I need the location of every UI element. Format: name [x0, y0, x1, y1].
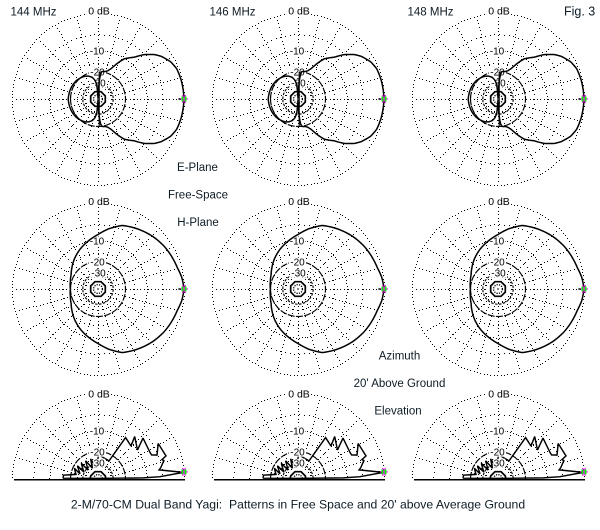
- svg-text:-20: -20: [490, 448, 505, 459]
- svg-text:-20: -20: [290, 68, 305, 79]
- svg-text:-30: -30: [491, 269, 506, 280]
- svg-text:-10: -10: [290, 47, 305, 58]
- svg-text:-30: -30: [91, 269, 106, 280]
- svg-text:-10: -10: [290, 237, 305, 248]
- svg-text:30: 30: [294, 459, 306, 470]
- svg-text:0 dB: 0 dB: [288, 389, 310, 401]
- svg-text:-20: -20: [90, 448, 105, 459]
- svg-text:0 dB: 0 dB: [488, 389, 510, 401]
- svg-text:0 dB: 0 dB: [88, 6, 110, 18]
- svg-text:0 dB: 0 dB: [288, 6, 310, 18]
- svg-text:-10: -10: [490, 237, 505, 248]
- svg-text:0 dB: 0 dB: [288, 196, 310, 208]
- svg-text:-20: -20: [90, 68, 105, 79]
- svg-text:30: 30: [494, 459, 506, 470]
- svg-text:-20: -20: [490, 258, 505, 269]
- svg-text:0 dB: 0 dB: [88, 196, 110, 208]
- svg-text:0 dB: 0 dB: [88, 389, 110, 401]
- svg-text:146 MHz: 146 MHz: [210, 7, 256, 19]
- svg-text:-10: -10: [90, 427, 105, 438]
- svg-text:-10: -10: [90, 47, 105, 58]
- svg-text:30: 30: [94, 459, 106, 470]
- svg-text:Fig. 3: Fig. 3: [564, 5, 595, 19]
- svg-text:0 dB: 0 dB: [488, 6, 510, 18]
- svg-text:-20: -20: [490, 68, 505, 79]
- svg-text:Azimuth: Azimuth: [379, 351, 421, 363]
- svg-text:20' Above Ground: 20' Above Ground: [354, 378, 446, 390]
- svg-text:2-M/70-CM Dual Band Yagi: Pat: 2-M/70-CM Dual Band Yagi: Patterns in Fr…: [71, 498, 525, 512]
- svg-text:E-Plane: E-Plane: [177, 162, 218, 174]
- svg-text:0 dB: 0 dB: [488, 196, 510, 208]
- svg-text:144 MHz: 144 MHz: [11, 7, 57, 19]
- svg-text:-20: -20: [90, 258, 105, 269]
- svg-text:-10: -10: [90, 237, 105, 248]
- svg-text:148 MHz: 148 MHz: [408, 7, 454, 19]
- svg-text:-10: -10: [490, 47, 505, 58]
- svg-text:H-Plane: H-Plane: [177, 217, 219, 229]
- svg-text:Free-Space: Free-Space: [168, 190, 228, 202]
- svg-text:Elevation: Elevation: [374, 406, 421, 418]
- svg-text:-30: -30: [291, 269, 306, 280]
- svg-text:-10: -10: [290, 427, 305, 438]
- svg-text:-20: -20: [290, 448, 305, 459]
- svg-text:-10: -10: [490, 427, 505, 438]
- svg-text:-20: -20: [290, 258, 305, 269]
